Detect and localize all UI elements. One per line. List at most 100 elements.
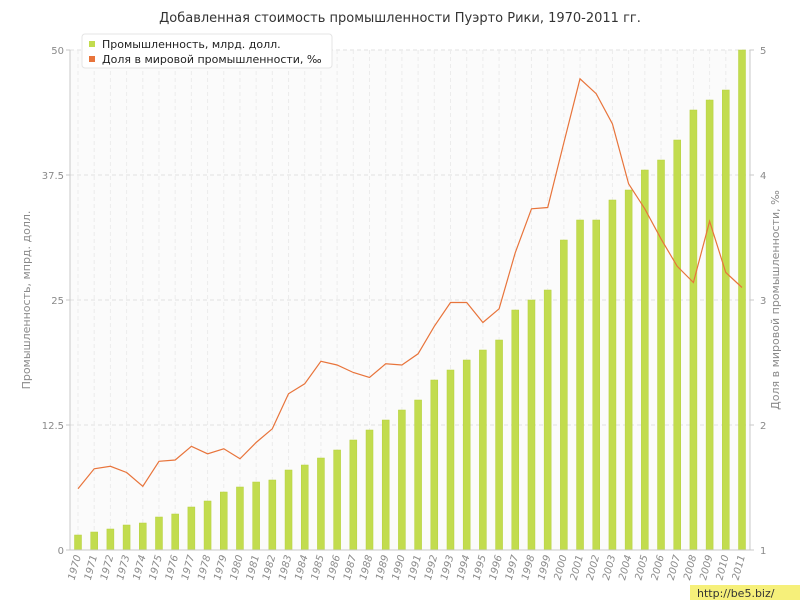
- x-tick-label: 1994: [455, 554, 472, 581]
- bar: [171, 513, 179, 551]
- bar: [592, 219, 600, 551]
- x-tick-label: 2011: [731, 554, 748, 581]
- x-tick-label: 1972: [99, 554, 116, 581]
- bar: [543, 289, 552, 551]
- y-left-tick-label: 37.5: [42, 171, 64, 182]
- bar: [576, 219, 584, 551]
- legend-swatch-share: [89, 56, 95, 62]
- bar: [527, 299, 536, 551]
- bar: [187, 506, 196, 551]
- x-tick-label: 1992: [423, 554, 440, 581]
- y-left-tick-label: 50: [51, 46, 64, 57]
- x-tick-label: 1974: [131, 554, 148, 581]
- x-tick-label: 1997: [504, 553, 521, 581]
- x-tick-label: 2008: [682, 554, 699, 581]
- line-series: [77, 77, 743, 490]
- bar: [560, 239, 568, 551]
- x-tick-label: 1976: [164, 554, 181, 581]
- x-tick-label: 1980: [229, 554, 246, 581]
- x-tick-label: 2007: [666, 553, 683, 581]
- x-tick-label: 1986: [326, 554, 343, 581]
- bar: [624, 189, 633, 551]
- bar: [284, 469, 293, 551]
- legend-label-share: Доля в мировой промышленности, ‰: [102, 53, 322, 66]
- bar: [689, 109, 698, 551]
- x-tick-label: 2001: [569, 554, 586, 581]
- y-right-tick-label: 3: [760, 296, 766, 307]
- bar: [398, 409, 406, 551]
- bar: [446, 369, 455, 551]
- x-tick-label: 1991: [407, 554, 424, 581]
- x-tick-label: 1999: [536, 554, 553, 581]
- bar-series: [74, 49, 746, 551]
- x-tick-label: 2000: [553, 554, 570, 581]
- legend-box: [81, 33, 333, 69]
- bar: [479, 349, 487, 551]
- y-right-tick-label: 2: [760, 421, 766, 432]
- y-right-tick-labels: 1 2 3 4 5: [750, 46, 766, 557]
- bar: [511, 309, 520, 551]
- y-left-tick-label: 0: [58, 546, 64, 557]
- x-tick-label: 2006: [650, 554, 667, 581]
- x-tick-label: 1988: [358, 554, 375, 581]
- y-right-tick-label: 4: [760, 171, 766, 182]
- bar: [608, 199, 617, 551]
- x-tick-label: 1996: [488, 554, 505, 581]
- bar: [673, 139, 681, 551]
- bar: [122, 524, 131, 551]
- x-tick-label: 1998: [520, 554, 537, 581]
- x-tick-label: 1975: [148, 554, 165, 581]
- bar: [300, 464, 309, 551]
- bar: [722, 89, 730, 551]
- bar: [495, 339, 503, 551]
- x-tick-label: 2009: [698, 554, 715, 581]
- x-tick-label: 1993: [439, 554, 456, 581]
- bar: [705, 99, 714, 551]
- x-tick-label: 1982: [261, 554, 278, 581]
- legend-label-industry: Промышленность, млрд. долл.: [102, 38, 281, 51]
- legend-swatch-industry: [89, 41, 95, 47]
- bar: [430, 379, 439, 551]
- bar: [236, 486, 244, 551]
- bar: [203, 500, 212, 551]
- x-tick-label: 1973: [115, 554, 132, 581]
- x-tick-label: 1981: [245, 554, 262, 581]
- share-line: [77, 77, 743, 490]
- bar: [462, 359, 471, 551]
- x-tick-label: 1978: [196, 554, 213, 581]
- bar: [641, 169, 649, 551]
- y-left-tick-label: 25: [51, 296, 64, 307]
- x-tick-label: 2005: [634, 554, 651, 581]
- x-tick-label: 1979: [212, 554, 229, 581]
- bar: [381, 419, 390, 551]
- bar: [106, 528, 115, 551]
- bar: [252, 481, 260, 551]
- y-right-tick-label: 5: [760, 46, 766, 57]
- x-tick-label: 1995: [472, 554, 489, 581]
- x-tick-label: 1989: [374, 554, 391, 581]
- x-tick-label: 2010: [714, 554, 731, 581]
- bar: [139, 522, 147, 551]
- chart-title: Добавленная стоимость промышленности Пуэ…: [159, 11, 641, 26]
- x-tick-label: 1984: [293, 554, 310, 581]
- y-right-tick-label: 1: [760, 546, 766, 557]
- legend: Промышленность, млрд. долл. Доля в миров…: [81, 33, 333, 69]
- bar: [349, 439, 358, 551]
- x-tick-label: 1983: [277, 554, 294, 581]
- bar: [74, 534, 82, 551]
- x-tick-label: 1987: [342, 553, 359, 581]
- bar: [333, 449, 341, 551]
- bar: [90, 531, 98, 551]
- x-tick-label: 1970: [67, 554, 84, 581]
- y-left-tick-label: 12.5: [42, 421, 64, 432]
- bar: [268, 479, 277, 551]
- bar: [738, 49, 746, 551]
- x-tick-label: 1977: [180, 553, 197, 581]
- x-tick-label: 1990: [391, 554, 408, 581]
- bar: [220, 491, 228, 551]
- x-tick-label: 1985: [310, 554, 327, 581]
- bar: [414, 399, 422, 551]
- bar: [155, 516, 163, 551]
- bar: [317, 457, 325, 551]
